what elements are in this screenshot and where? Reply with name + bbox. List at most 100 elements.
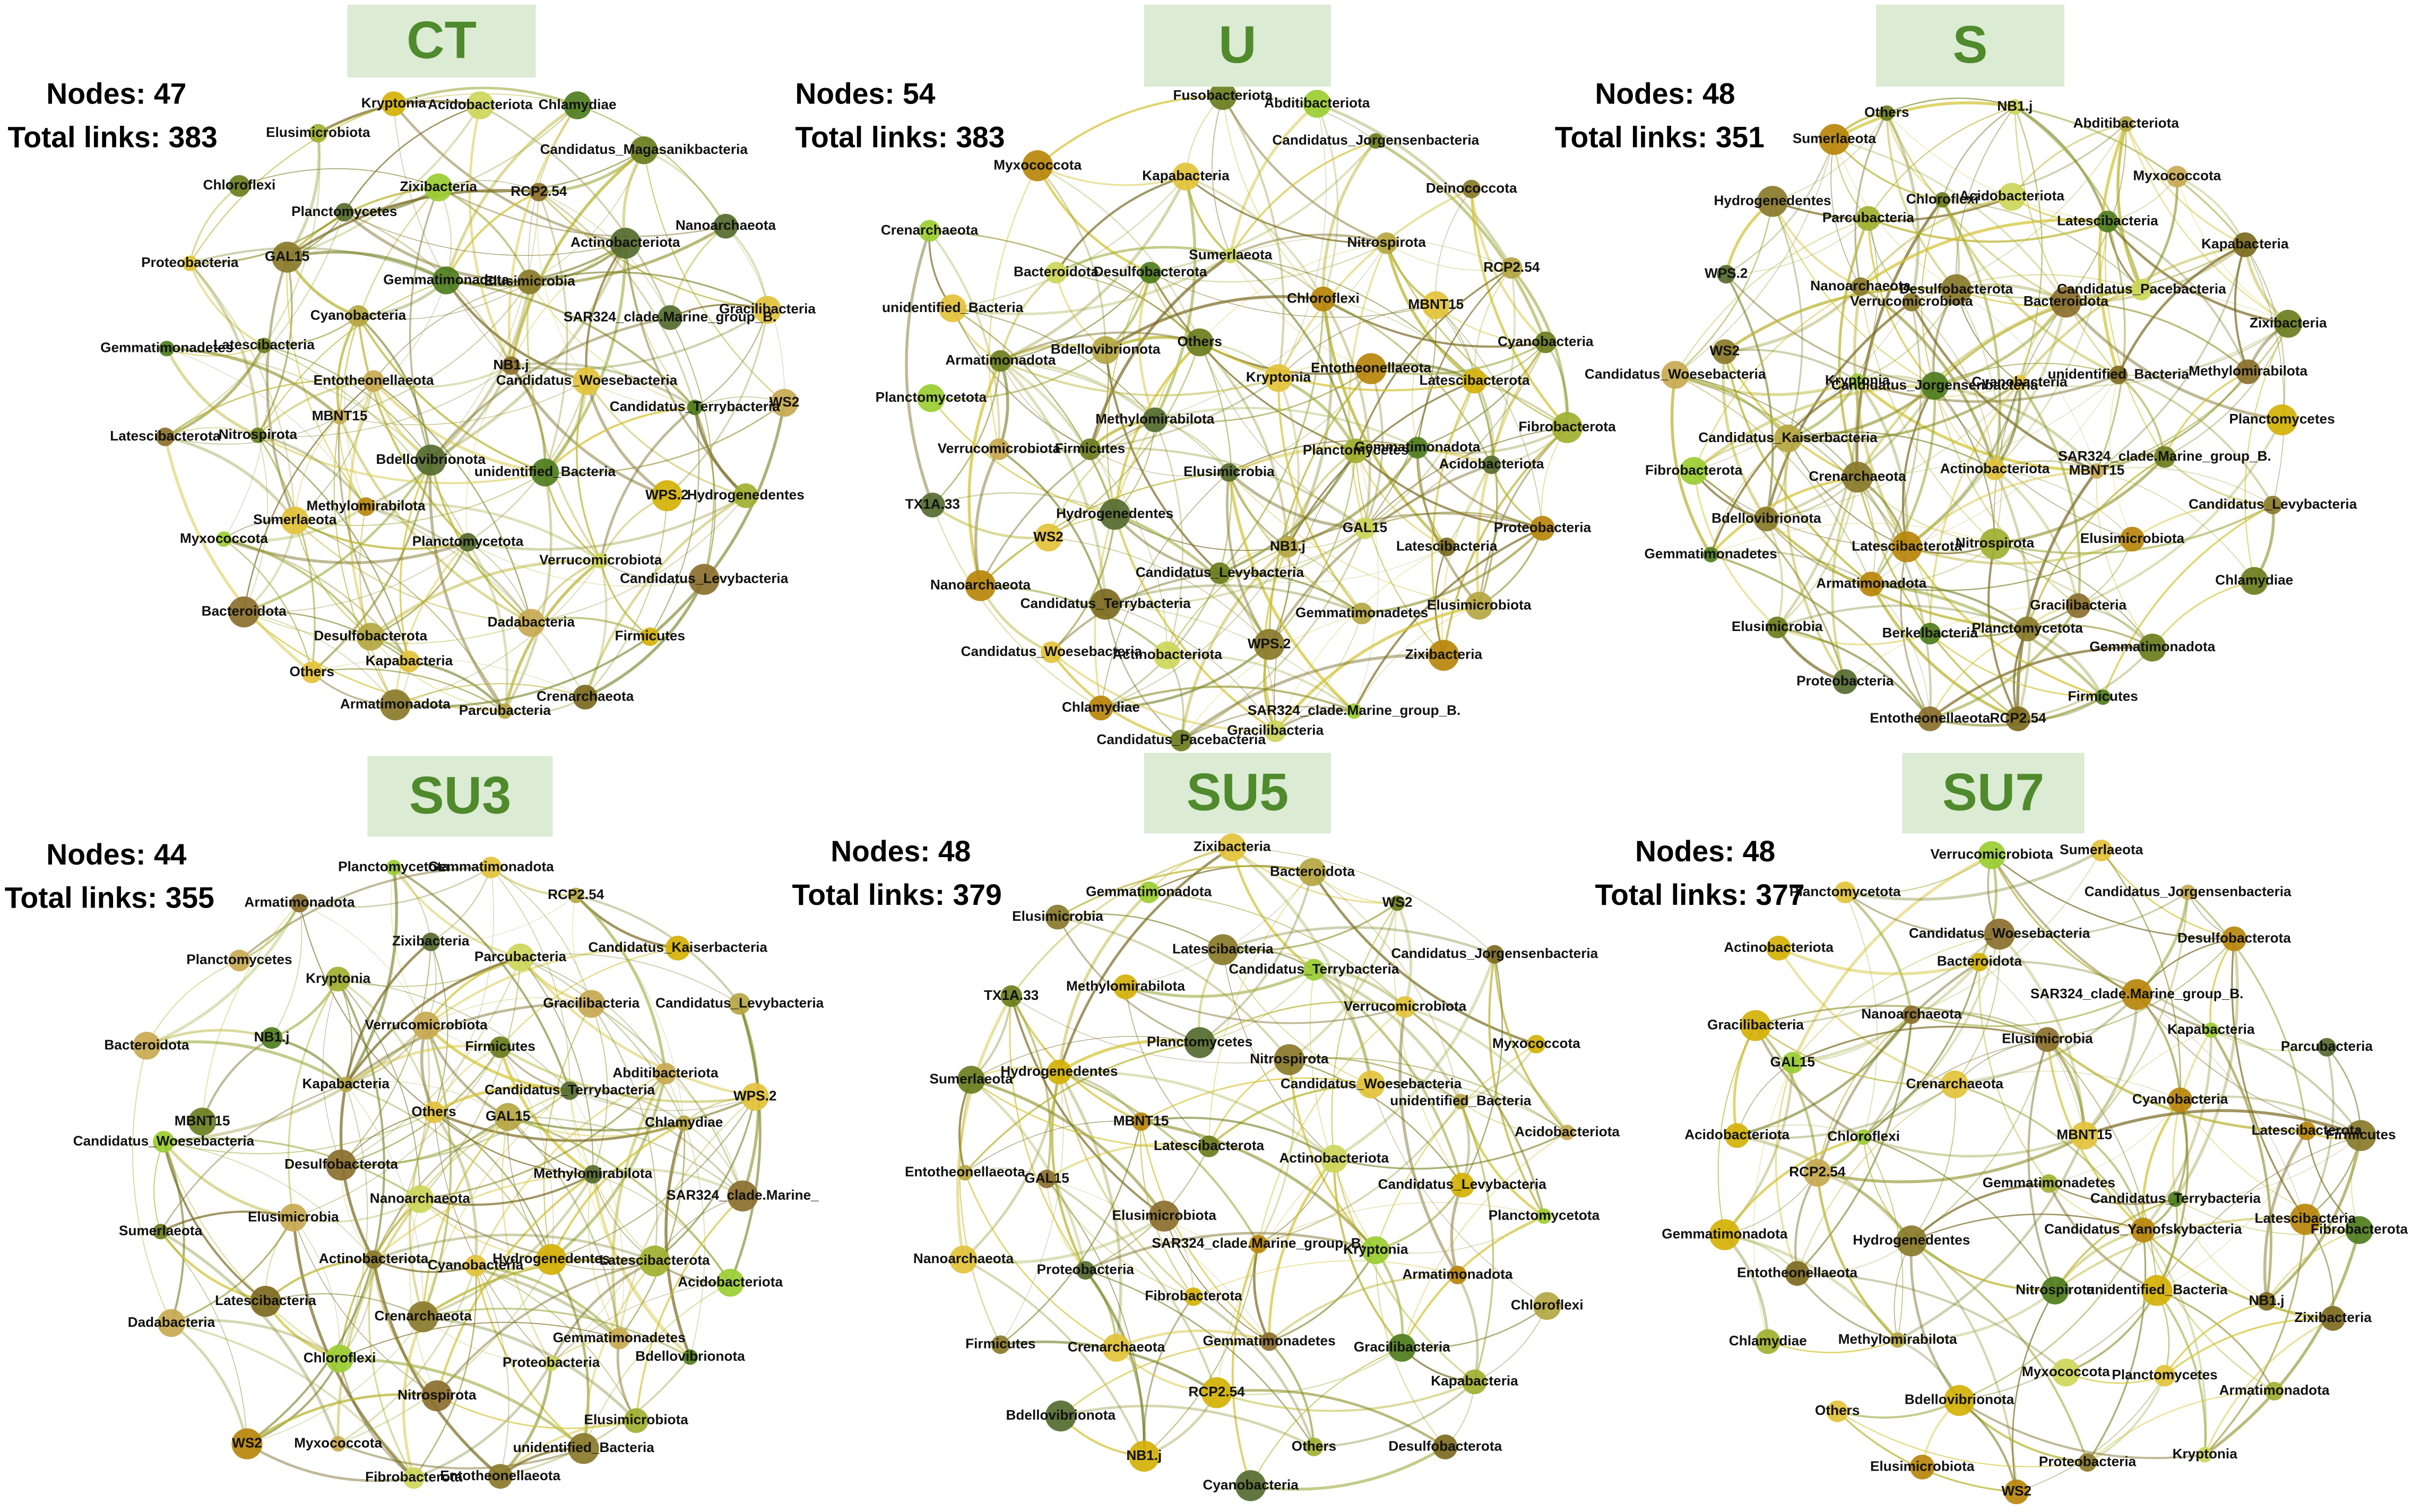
edge <box>2234 244 2250 373</box>
node <box>1970 953 1989 972</box>
edge <box>446 224 727 288</box>
edge <box>395 636 651 708</box>
node-label: Gemmatimonadetes <box>1645 546 1777 561</box>
edge <box>1313 968 1406 1008</box>
node-label: Chloroflexi <box>203 177 276 193</box>
node <box>957 1165 973 1181</box>
node-label: Zixibacteria <box>1405 646 1483 662</box>
edge <box>952 307 1116 515</box>
edge <box>1275 546 1447 732</box>
node <box>403 1467 425 1489</box>
edge <box>2107 220 2250 373</box>
edge <box>2014 106 2043 383</box>
edge <box>293 1217 437 1396</box>
edge <box>1417 342 1546 448</box>
edge <box>997 360 1009 450</box>
edge <box>2306 1130 2360 1231</box>
edge <box>368 1259 415 1479</box>
edge <box>1911 850 2102 1015</box>
node-label: Sumerlaeota <box>253 512 337 528</box>
nodes-count: Nodes: 54 <box>795 77 935 110</box>
edge <box>1901 385 1936 547</box>
edge <box>1047 1178 1270 1342</box>
node <box>1703 547 1719 563</box>
node <box>563 91 592 119</box>
edge <box>1050 572 1220 653</box>
node <box>517 269 542 295</box>
edge <box>591 1003 658 1262</box>
node-label: Armatimonadota <box>2219 1382 2330 1398</box>
edge <box>1085 1269 1315 1448</box>
node-label: Elusimicrobia <box>484 273 575 289</box>
node-label: Candidatus_Pacebacteria <box>1096 731 1266 747</box>
edge <box>1771 201 1803 439</box>
node-label: Proteobacteria <box>141 254 239 270</box>
node <box>651 480 682 512</box>
node-label: Fusobacteriota <box>1173 87 1273 103</box>
edge <box>544 402 785 474</box>
edge <box>1867 217 2108 243</box>
edge <box>1906 382 2021 548</box>
node <box>593 553 609 569</box>
node <box>2138 633 2166 662</box>
edge <box>430 243 627 462</box>
edge <box>246 1358 341 1445</box>
node <box>2090 840 2113 861</box>
edge <box>1692 384 1935 472</box>
edge <box>999 360 1107 604</box>
edge <box>1736 1124 1864 1138</box>
edge <box>1163 1216 1270 1342</box>
node-label: NB1.j <box>1126 1447 1162 1463</box>
edge <box>952 254 1232 315</box>
node <box>272 241 303 273</box>
edge <box>1060 1404 1315 1448</box>
node <box>573 685 598 710</box>
node-label: SAR324_clade.Marine_group_B. <box>564 308 777 324</box>
edge <box>2151 580 2255 648</box>
edge <box>1994 221 2108 470</box>
edge <box>1674 373 1858 396</box>
node-label: Others <box>1177 333 1222 349</box>
edge <box>1313 969 1373 1085</box>
edge <box>2140 176 2179 291</box>
edge <box>1906 375 2119 547</box>
edge <box>1929 646 2152 720</box>
node-label: Elusimicrobiota <box>2080 530 2185 546</box>
edge <box>2083 995 2139 1137</box>
node <box>1917 706 1943 731</box>
node <box>1432 1435 1458 1459</box>
node-label: Deinococcota <box>1426 180 1517 196</box>
edge <box>428 460 506 712</box>
node-label: Candidatus_Woesebacteria <box>73 1133 255 1148</box>
node <box>1138 881 1160 903</box>
node-label: MBNT15 <box>175 1112 230 1128</box>
edge <box>1844 891 1913 1015</box>
node <box>412 1012 440 1040</box>
node-label: Acidobacteriota <box>1684 1127 1789 1143</box>
node <box>1184 1027 1215 1058</box>
edge <box>425 1025 509 1118</box>
node <box>1388 1334 1416 1362</box>
node <box>325 1149 357 1181</box>
edge <box>430 867 492 943</box>
node <box>1766 616 1788 638</box>
edge <box>365 365 513 508</box>
edge <box>1113 513 1220 575</box>
node-label: Parcubacteria <box>1822 209 1915 225</box>
edge <box>1777 947 1955 1086</box>
node <box>1277 535 1299 558</box>
edge <box>1886 113 2108 222</box>
node <box>1264 364 1293 392</box>
node <box>2070 1121 2098 1150</box>
node-label: Planctomycetes <box>2229 411 2334 427</box>
node <box>425 173 453 202</box>
node <box>459 533 478 552</box>
node <box>2007 99 2023 115</box>
edge <box>529 271 768 311</box>
node-label: Latescibacterota <box>1154 1137 1264 1153</box>
edge <box>1797 1240 1912 1275</box>
edge <box>1837 1411 2088 1467</box>
edge <box>343 211 530 284</box>
edge <box>438 187 726 237</box>
